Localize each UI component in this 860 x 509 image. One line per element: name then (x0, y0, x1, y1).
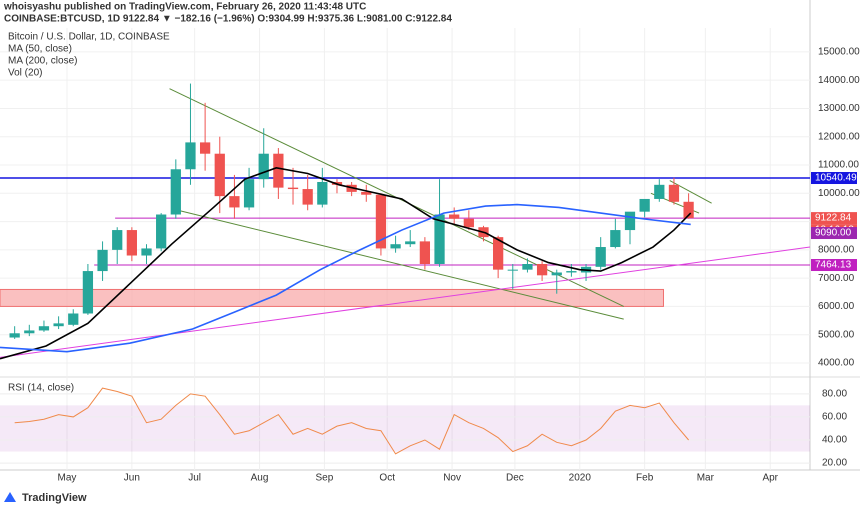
candle-body (551, 272, 562, 276)
y-tick-label: 4000.00 (818, 358, 855, 369)
ma-label: 9090.00 (815, 228, 852, 239)
candle-body (375, 194, 387, 249)
rsi-title: RSI (14, close) (8, 383, 74, 394)
legend-entry: MA (50, close) (8, 44, 72, 55)
candle-body (214, 153, 225, 197)
brand: TradingView (22, 492, 87, 504)
candle-body (668, 184, 680, 202)
last-price-label: 9122.84 (815, 213, 852, 224)
level-label-box (811, 259, 857, 272)
brand-logo (4, 492, 16, 502)
rsi-tick-label: 40.00 (822, 435, 847, 446)
candle-body (390, 244, 401, 249)
candle-body (24, 330, 35, 334)
candle-body (566, 271, 577, 273)
candle-body (449, 214, 460, 219)
candle-body (463, 218, 474, 228)
candle-body (434, 214, 445, 264)
candle-body (536, 263, 548, 276)
candle-body (243, 179, 255, 208)
rsi-tick-label: 60.00 (822, 412, 847, 423)
candle-body (507, 269, 518, 271)
candle-body (82, 271, 94, 314)
y-tick-label: 8000.00 (818, 245, 855, 256)
x-tick-label: 2020 (569, 473, 592, 484)
y-tick-label: 7000.00 (818, 273, 855, 284)
y-tick-label: 5000.00 (818, 329, 855, 340)
symbol-line: COINBASE:BTCUSD, 1D 9122.84 ▼ −182.16 (−… (4, 14, 452, 25)
chart-title: Bitcoin / U.S. Dollar, 1D, COINBASE (8, 32, 170, 43)
candle-body (199, 142, 211, 154)
x-tick-label: Jun (124, 473, 140, 484)
candle-body (610, 230, 621, 248)
candle-body (522, 263, 533, 270)
candle-body (654, 184, 665, 199)
y-tick-label: 11000.00 (818, 160, 859, 171)
x-tick-label: Aug (251, 473, 269, 484)
y-tick-label: 6000.00 (818, 301, 855, 312)
x-tick-label: Feb (636, 473, 654, 484)
y-tick-label: 15000.00 (818, 47, 860, 58)
legend-entry: MA (200, close) (8, 56, 77, 67)
candle-body (624, 211, 636, 231)
x-tick-label: Oct (379, 473, 395, 484)
level-label: 7464.13 (815, 260, 852, 271)
legend-entry: Vol (20) (8, 68, 42, 79)
trendline (177, 209, 624, 320)
published: whoisyashu published on TradingView.com,… (3, 2, 366, 13)
candle-body (493, 237, 504, 270)
y-tick-label: 10000.00 (818, 188, 860, 199)
x-tick-label: Sep (316, 473, 334, 484)
candle-body (156, 214, 167, 249)
candle-body (287, 187, 299, 190)
rsi-line (14, 387, 689, 455)
candle-body (185, 142, 196, 170)
candle-body (639, 198, 650, 212)
candle-body (595, 247, 606, 267)
rsi-tick-label: 80.00 (822, 388, 847, 399)
candle-body (361, 191, 372, 195)
trendline (0, 246, 811, 358)
x-tick-label: Jul (188, 473, 201, 484)
x-tick-label: Nov (443, 473, 461, 484)
y-tick-label: 14000.00 (818, 75, 860, 86)
candle-body (97, 249, 108, 272)
candle-body (141, 248, 152, 256)
x-tick-label: May (58, 473, 77, 484)
ma-label-box (811, 227, 857, 240)
candle-body (68, 313, 79, 325)
x-tick-label: Mar (697, 473, 715, 484)
candle-body (419, 241, 431, 264)
candle-body (273, 153, 284, 188)
ma-line (0, 203, 691, 353)
ma-line (0, 167, 692, 360)
candle-body (683, 201, 694, 219)
y-tick-label: 13000.00 (818, 103, 860, 114)
level-label-box (811, 172, 857, 185)
candle-body (405, 241, 416, 245)
candle-body (53, 323, 64, 327)
candle-body (38, 326, 50, 331)
zone (0, 288, 664, 307)
rsi-band (0, 405, 810, 452)
last-price-label-box (811, 212, 857, 225)
candle-body (258, 153, 269, 180)
candle-body (112, 230, 123, 250)
x-tick-label: Dec (506, 473, 524, 484)
candle-body (9, 333, 20, 338)
candle-body (170, 169, 181, 215)
candle-body (317, 181, 328, 205)
trendline (669, 180, 712, 204)
level-label: 10540.49 (815, 173, 857, 184)
x-tick-label: Apr (762, 473, 778, 484)
candle-body (229, 196, 240, 208)
candle-body (126, 230, 137, 256)
y-tick-label: 12000.00 (818, 131, 860, 142)
candle-body (302, 189, 313, 205)
rsi-tick-label: 20.00 (822, 458, 847, 469)
